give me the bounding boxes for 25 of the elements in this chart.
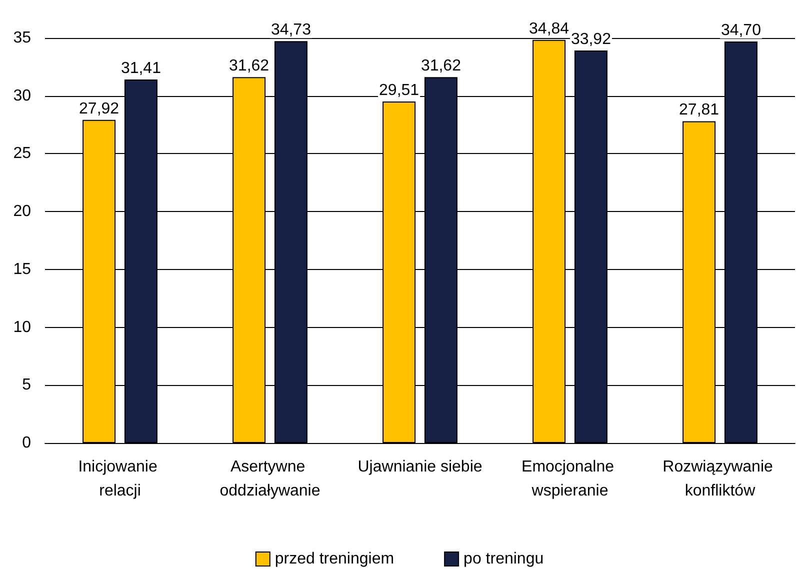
data-label: 34,73	[270, 22, 312, 39]
y-tick-label: 10	[13, 318, 32, 336]
x-tick-label: Inicjowanie relacji	[78, 458, 162, 500]
legend-label: po treningu	[464, 550, 544, 568]
legend-label: przed treningiem	[274, 550, 394, 568]
x-tick-label: Asertywne oddziaływanie	[220, 458, 320, 500]
x-tick-label: Emocjonalne wspieranie	[522, 458, 618, 500]
y-tick-label: 30	[13, 87, 32, 104]
data-label: 34,84	[529, 20, 570, 38]
y-tick-label: 35	[13, 30, 32, 46]
x-tick-label: Ujawnianie siebie	[358, 458, 482, 476]
data-label: 27,92	[79, 100, 120, 118]
data-label: 31,62	[420, 58, 462, 75]
y-tick-label: 0	[22, 434, 32, 452]
y-tick-label: 20	[13, 203, 32, 220]
y-tick-label: 15	[13, 260, 32, 278]
data-label: 33,92	[570, 30, 612, 48]
y-tick-label: 5	[22, 376, 32, 394]
y-tick-label: 25	[13, 145, 32, 162]
data-label: 34,70	[720, 22, 762, 39]
data-label: 29,51	[379, 82, 420, 100]
data-label: 27,81	[679, 102, 720, 119]
x-tick-label: Rozwiązywanie konfliktów	[662, 458, 778, 500]
data-label: 31,62	[229, 58, 270, 75]
data-label: 31,41	[120, 60, 162, 78]
